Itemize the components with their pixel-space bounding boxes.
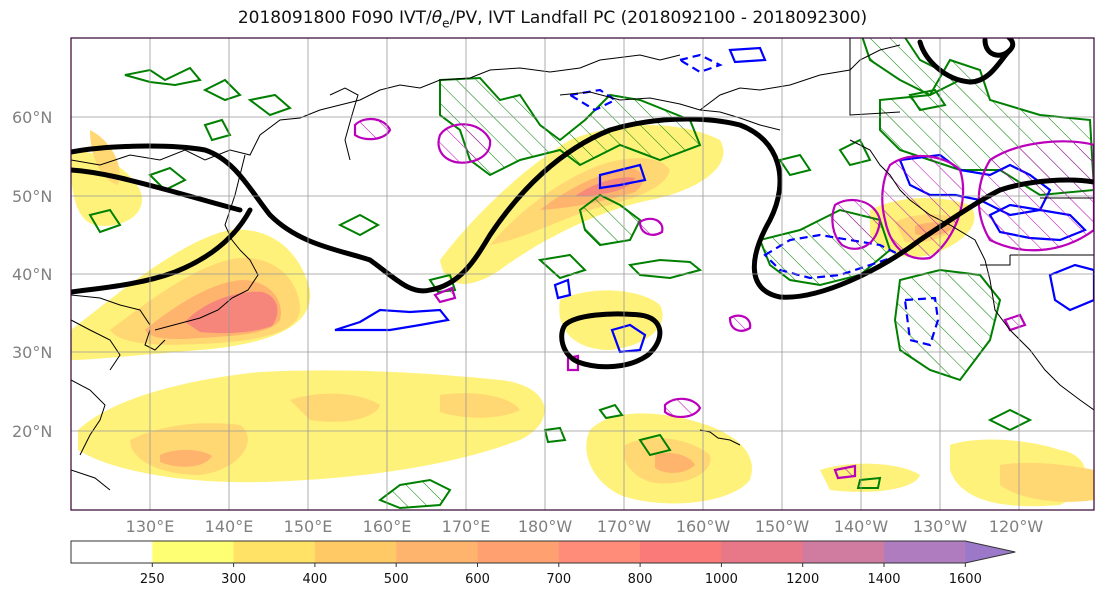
colorbar-segment (640, 541, 722, 563)
colorbar-tick-label: 800 (628, 572, 653, 587)
lon-label-160w: 160°W (676, 517, 731, 536)
colorbar-segments (71, 541, 1016, 563)
lon-label-150w: 150°W (755, 517, 810, 536)
colorbar-segment (71, 541, 153, 563)
lon-label-170e: 170°E (442, 517, 491, 536)
colorbar-tick-label: 300 (221, 572, 246, 587)
colorbar-segment (314, 541, 397, 563)
colorbar-segment (477, 541, 560, 563)
title-theta-sub: e (442, 16, 450, 31)
lon-label-130w: 130°W (913, 517, 968, 536)
colorbar-outline (70, 540, 1016, 564)
lon-label-170w: 170°W (597, 517, 652, 536)
lon-label-140w: 140°W (834, 517, 889, 536)
lat-label-50n: 50°N (12, 187, 52, 206)
lon-label-120w: 120°W (989, 517, 1044, 536)
theta-e-contours (71, 38, 1094, 370)
lon-label-140e: 140°E (205, 517, 254, 536)
title-theta: θ (431, 8, 443, 28)
colorbar-segment (558, 541, 641, 563)
map-frame (70, 37, 1095, 511)
colorbar-segment (233, 541, 316, 563)
gridlines (71, 38, 1094, 510)
colorbar-segment (802, 541, 885, 563)
colorbar-extend-arrow (965, 541, 1016, 563)
lat-label-20n: 20°N (12, 422, 52, 441)
lat-label-60n: 60°N (12, 108, 52, 127)
coastlines (71, 38, 1094, 491)
map-plot-area (71, 38, 1094, 510)
colorbar-segment (884, 541, 966, 563)
title-suffix: /PV, IVT Landfall PC (2018092100 - 20180… (449, 8, 868, 28)
longitude-labels: 130°E 140°E 150°E 160°E 170°E 180°W 170°… (126, 517, 1044, 536)
title-prefix: 2018091800 F090 IVT/ (237, 8, 432, 28)
latitude-labels: 60°N 50°N 40°N 30°N 20°N (12, 108, 52, 441)
colorbar-tick-label: 600 (465, 572, 490, 587)
map-title: 2018091800 F090 IVT/θe/PV, IVT Landfall … (0, 8, 1105, 30)
colorbar-tick-label: 400 (302, 572, 327, 587)
colorbar-tick-label: 1600 (949, 572, 982, 587)
lon-label-160e: 160°E (363, 517, 412, 536)
colorbar-tick-label: 700 (546, 572, 571, 587)
colorbar-segment (152, 541, 235, 563)
colorbar-tick-label: 1200 (786, 572, 819, 587)
colorbar-segment (721, 541, 804, 563)
colorbar-tick-label: 1400 (867, 572, 900, 587)
colorbar-tick-label: 500 (384, 572, 409, 587)
colorbar: 250 300 400 500 600 700 800 1000 1200 1400 1600 (70, 540, 1016, 587)
pv-contours (88, 66, 1033, 489)
lon-label-130e: 130°E (126, 517, 175, 536)
colorbar-segment (396, 541, 478, 563)
colorbar-ticks: 250 300 400 500 600 700 800 1000 1200 1400 1600 (140, 563, 982, 587)
lat-label-40n: 40°N (12, 265, 52, 284)
colorbar-tick-label: 250 (140, 572, 165, 587)
colorbar-tick-label: 1000 (705, 572, 738, 587)
lat-label-30n: 30°N (12, 343, 52, 362)
lon-label-180w: 180°W (518, 517, 573, 536)
lon-label-150e: 150°E (284, 517, 333, 536)
